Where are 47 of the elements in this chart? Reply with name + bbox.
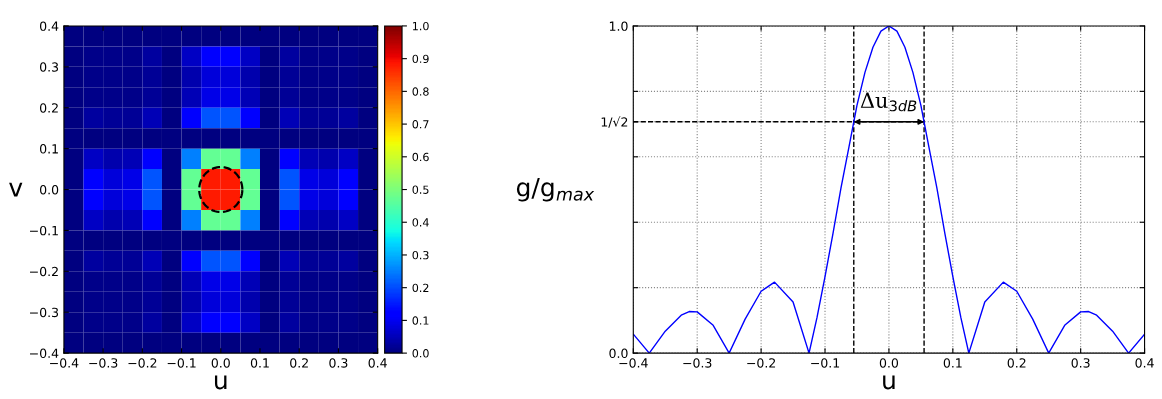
color-bar-label: 0.0 bbox=[412, 349, 429, 358]
y-tick-label: 0.4 bbox=[39, 21, 59, 31]
y-tick-label: 1/√2 bbox=[601, 116, 628, 128]
x-tick-label: 0.0 bbox=[879, 358, 899, 368]
x-tick-label: 0.3 bbox=[1071, 358, 1090, 368]
y-tick-label: 1.0 bbox=[609, 21, 628, 31]
color-bar-label: 0.5 bbox=[412, 185, 429, 194]
color-bar-label: 0.7 bbox=[412, 120, 429, 129]
line-series bbox=[633, 25, 1145, 354]
x-axis-title: u bbox=[883, 375, 895, 390]
x-tick-label: 0.4 bbox=[368, 358, 387, 368]
y-tick-label: −0.2 bbox=[30, 266, 58, 277]
x-tick-label: 0.0 bbox=[211, 358, 230, 368]
color-bar-label: 1.0 bbox=[412, 21, 429, 31]
x-tick-label: −0.4 bbox=[50, 358, 79, 368]
color-bar-label: 0.4 bbox=[412, 218, 429, 227]
x-tick-label: 0.3 bbox=[329, 358, 348, 368]
x-tick-label: −0.3 bbox=[683, 358, 712, 368]
x-tick-label: 0.1 bbox=[943, 358, 962, 368]
color-bar-label: 0.3 bbox=[412, 250, 429, 260]
x-tick-label: 0.2 bbox=[290, 358, 308, 368]
y-tick-label: 0.2 bbox=[39, 103, 58, 113]
color-bar-label: 0.9 bbox=[412, 54, 429, 64]
x-axis-title: u bbox=[214, 375, 227, 390]
x-tick-label: −0.2 bbox=[747, 358, 776, 368]
annotation: Δu$_{3dB}$ bbox=[860, 92, 917, 112]
y-tick-label: 0.3 bbox=[39, 62, 59, 72]
y-tick-label: −0.1 bbox=[30, 225, 58, 236]
y-tick-label: 0.0 bbox=[39, 185, 59, 195]
y-axis-title: v bbox=[9, 182, 23, 197]
x-tick-label: 0.1 bbox=[250, 358, 269, 368]
x-tick-label: 0.2 bbox=[1007, 358, 1026, 368]
x-tick-label: −0.2 bbox=[128, 358, 157, 368]
x-tick-label: −0.3 bbox=[89, 358, 118, 368]
x-tick-label: −0.1 bbox=[167, 358, 196, 368]
y-tick-label: 0.1 bbox=[39, 144, 58, 154]
y-tick-label: −0.4 bbox=[30, 348, 59, 359]
x-tick-label: −0.1 bbox=[811, 358, 840, 368]
color-bar-label: 0.8 bbox=[412, 87, 429, 96]
color-bar-label: 0.2 bbox=[412, 283, 429, 293]
color-bar-label: 0.1 bbox=[412, 316, 429, 325]
x-tick-label: −0.4 bbox=[619, 358, 648, 368]
x-tick-label: 0.4 bbox=[1135, 358, 1154, 368]
y-axis-title: g/g$_{max}$ bbox=[516, 178, 595, 202]
y-tick-label: −0.3 bbox=[30, 307, 59, 318]
y-tick-label: 0.0 bbox=[609, 348, 628, 359]
color-bar-label: 0.6 bbox=[412, 152, 429, 162]
